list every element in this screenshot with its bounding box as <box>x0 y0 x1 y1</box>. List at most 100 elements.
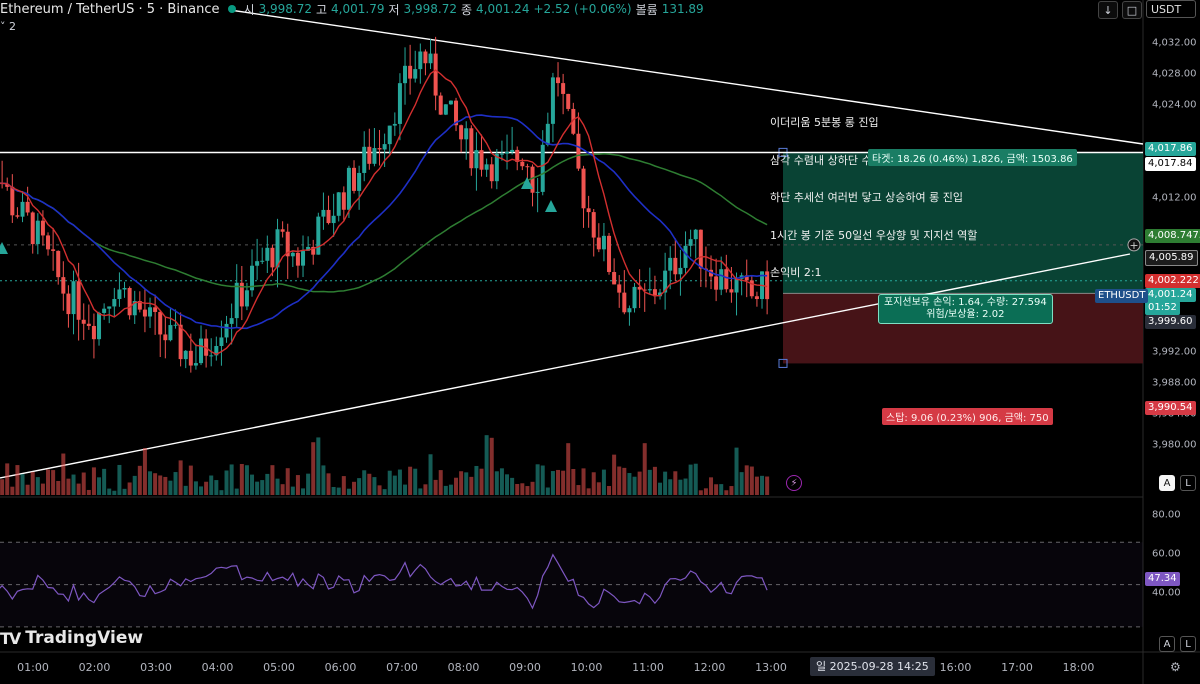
volume-bar <box>341 476 346 495</box>
volume-bar <box>331 486 336 495</box>
candle-body <box>576 133 581 169</box>
volume-bar <box>612 454 617 495</box>
trade-annotation[interactable]: 이더리움 5분봉 롱 진입 삼각 수렴내 상하단 수렴 확인 하단 추세선 여러… <box>770 92 977 305</box>
volume-bar <box>663 471 668 495</box>
candle-body <box>321 209 326 217</box>
volume-bar <box>459 471 464 495</box>
indicators-toggle[interactable]: ˅ 2 <box>0 20 16 33</box>
candle-body <box>545 123 550 145</box>
candle-body <box>122 288 127 290</box>
candle-body <box>137 301 142 310</box>
price-tick-label: 3,992.00 <box>1152 346 1197 358</box>
volume-bar <box>703 488 708 495</box>
volume-bar <box>581 468 586 495</box>
candle-body <box>117 289 122 299</box>
volume-bar <box>688 464 693 495</box>
candle-body <box>112 298 117 307</box>
volume-bar <box>438 470 443 495</box>
arrow-down-icon[interactable]: ↓ <box>1098 1 1118 19</box>
log-scale-button[interactable]: L <box>1180 475 1196 491</box>
volume-bar <box>255 481 260 495</box>
volume-bar <box>566 443 571 495</box>
volume-bar <box>617 466 622 495</box>
volume-bar <box>122 488 127 495</box>
volume-bar <box>193 481 198 495</box>
candle-body <box>489 164 494 182</box>
volume-bar <box>290 486 295 495</box>
volume-bar <box>10 486 15 495</box>
symbol-tag: ETHUSDT <box>1095 289 1149 303</box>
candle-body <box>647 289 652 291</box>
volume-bar <box>183 485 188 495</box>
candle-body <box>438 95 443 115</box>
volume-bar <box>596 482 601 495</box>
currency-select[interactable]: USDT <box>1146 0 1196 18</box>
candle-body <box>632 286 637 309</box>
open-label: 시 <box>243 2 255 17</box>
lightning-icon[interactable]: ⚡ <box>786 475 802 491</box>
tradingview-mark-icon: TV <box>0 628 21 648</box>
time-tick-label: 01:00 <box>17 661 49 674</box>
time-tick-label: 12:00 <box>693 661 726 674</box>
candle-body <box>668 257 673 271</box>
volume-bar <box>15 465 20 495</box>
volume-bar <box>46 469 51 495</box>
candle-body <box>51 249 56 251</box>
volume-bar <box>234 488 239 495</box>
candle-body <box>188 350 193 366</box>
volume-bar <box>510 477 515 495</box>
auto-scale-button[interactable]: A <box>1159 475 1175 491</box>
candle-body <box>688 239 693 246</box>
candle-body <box>199 338 204 364</box>
candle-body <box>535 191 540 193</box>
volume-bar <box>244 465 249 495</box>
candle-body <box>301 250 306 266</box>
volume-bar <box>744 465 749 495</box>
position-info-box[interactable]: 포지션보유 손익: 1.64, 수량: 27.594 위험/보상율: 2.02 <box>878 294 1053 324</box>
volume-bar <box>739 472 744 495</box>
volume-bar <box>173 472 178 495</box>
volume-bar <box>260 480 265 495</box>
volume-bar <box>586 488 591 495</box>
candle-body <box>479 150 484 170</box>
annotation-line: 이더리움 5분봉 롱 진입 <box>770 116 879 129</box>
time-tick-label: 16:00 <box>939 661 972 674</box>
candle-body <box>540 144 545 192</box>
stop-price-label: 3,990.54 <box>1145 401 1196 415</box>
candle-body <box>520 161 525 167</box>
volume-bar <box>556 469 561 495</box>
volume-bar <box>724 490 729 495</box>
candle-body <box>581 168 586 209</box>
volume-bar <box>163 476 168 495</box>
candle-body <box>168 325 173 341</box>
volume-bar <box>729 486 734 495</box>
gear-icon[interactable]: ⚙ <box>1170 660 1181 674</box>
candle-body <box>413 69 418 79</box>
entry-price-label: 3,999.60 <box>1145 315 1196 329</box>
candle-body <box>652 289 657 297</box>
candle-body <box>260 260 265 262</box>
hline-price-label: 4,017.84 <box>1145 157 1196 171</box>
symbol-title[interactable]: Ethereum / TetherUS · 5 · Binance <box>0 1 220 17</box>
rsi-axis-80: 80.00 <box>1152 509 1181 521</box>
log-scale-button-rsi[interactable]: L <box>1180 636 1196 652</box>
rsi-band <box>0 542 1143 627</box>
stop-handle <box>778 358 788 368</box>
volume-bar <box>535 464 540 495</box>
high-label: 고 <box>316 2 328 17</box>
volume-bar <box>148 471 153 495</box>
tradingview-logo[interactable]: TV TradingView <box>0 628 143 648</box>
low-value: 3,998.72 <box>403 2 457 16</box>
volume-bar <box>362 470 367 495</box>
volume-bar <box>698 490 703 495</box>
volume-bar <box>352 481 357 495</box>
candle-body <box>428 53 433 64</box>
candle-body <box>586 208 591 213</box>
candle-body <box>102 308 107 313</box>
volume-bar <box>709 477 714 495</box>
volume-bar <box>469 476 474 495</box>
auto-scale-button-rsi[interactable]: A <box>1159 636 1175 652</box>
volume-bar <box>102 468 107 495</box>
fullscreen-icon[interactable]: □ <box>1122 1 1142 19</box>
